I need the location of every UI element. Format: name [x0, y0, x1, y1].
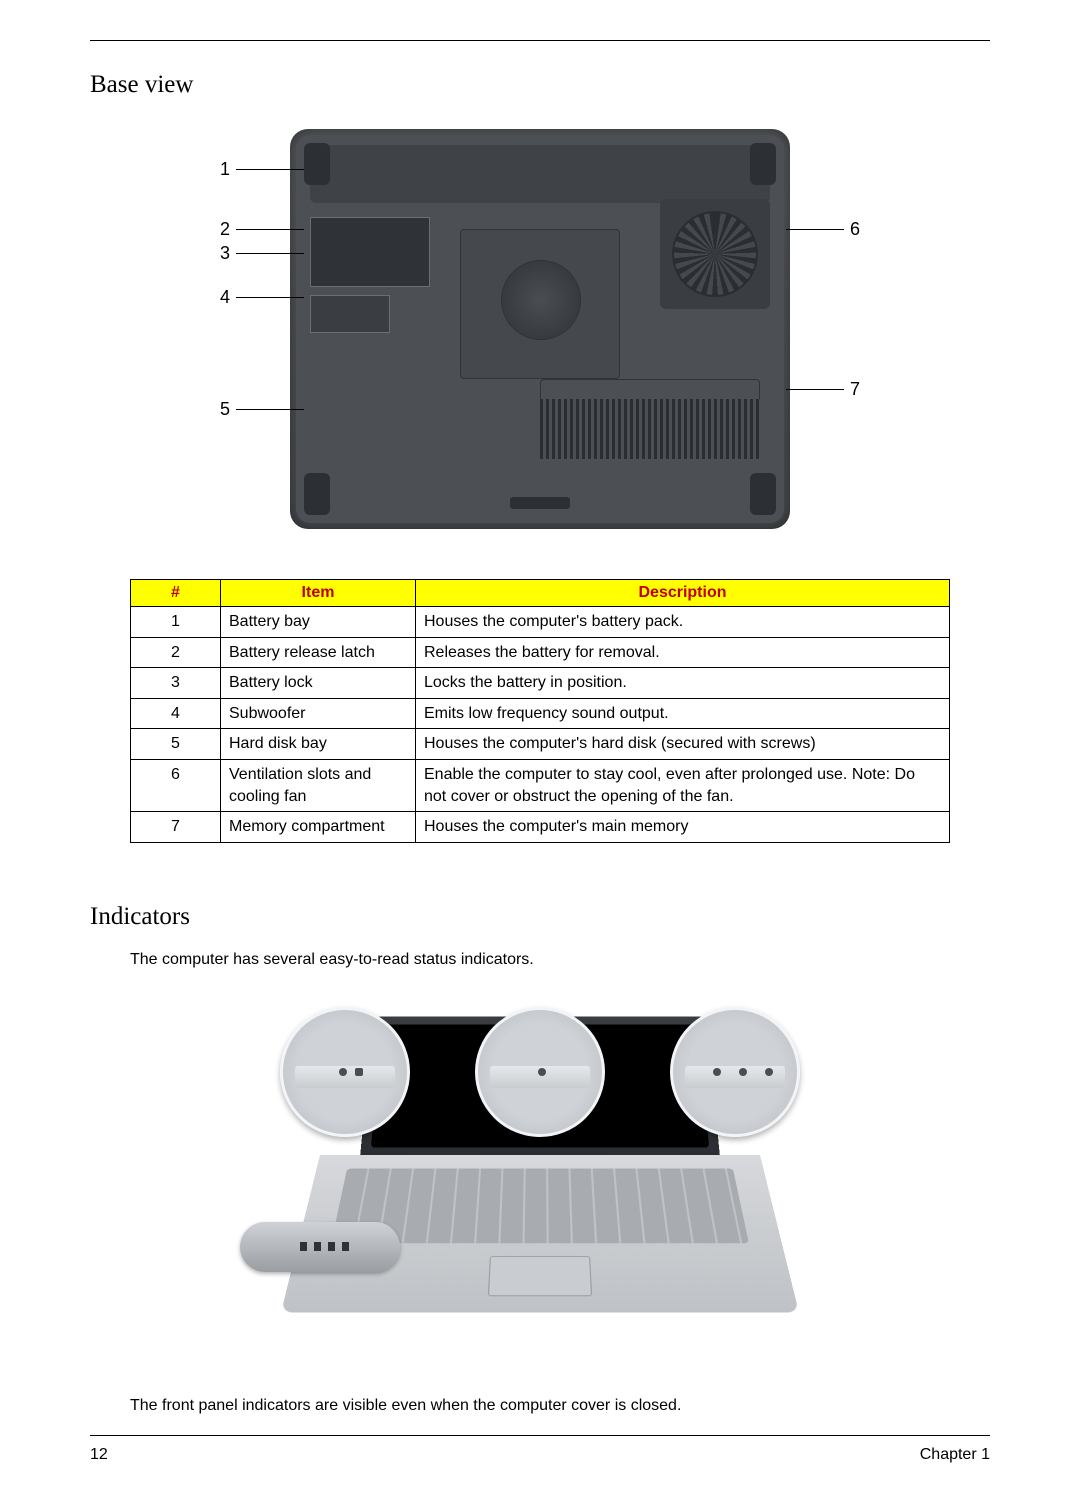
base-view-table: # Item Description 1Battery bayHouses th… — [130, 579, 950, 843]
callout-5: 5 — [220, 399, 304, 420]
page-number: 12 — [90, 1446, 108, 1464]
indicators-figure — [90, 987, 990, 1367]
callout-4: 4 — [220, 287, 304, 308]
callout-6: 6 — [786, 219, 860, 240]
col-item: Item — [221, 580, 416, 607]
table-row: 4SubwooferEmits low frequency sound outp… — [131, 698, 950, 729]
table-row: 7Memory compartmentHouses the computer's… — [131, 812, 950, 843]
chapter-label: Chapter 1 — [920, 1446, 990, 1464]
front-panel-strip — [240, 1222, 400, 1272]
heading-base-view: Base view — [90, 71, 990, 99]
callout-3: 3 — [220, 243, 304, 264]
col-number: # — [131, 580, 221, 607]
table-row: 2Battery release latchReleases the batte… — [131, 637, 950, 668]
base-view-figure: 1 2 3 4 5 6 7 — [90, 119, 990, 549]
zoom-circle-center — [475, 1007, 605, 1137]
zoom-circle-left — [280, 1007, 410, 1137]
table-row: 1Battery bayHouses the computer's batter… — [131, 607, 950, 638]
indicators-footnote: The front panel indicators are visible e… — [130, 1397, 990, 1415]
callout-7: 7 — [786, 379, 860, 400]
table-row: 3Battery lockLocks the battery in positi… — [131, 668, 950, 699]
laptop-base-illustration — [290, 129, 790, 529]
heading-indicators: Indicators — [90, 903, 990, 931]
col-description: Description — [416, 580, 950, 607]
table-row: 6Ventilation slots and cooling fanEnable… — [131, 759, 950, 811]
callout-2: 2 — [220, 219, 304, 240]
callout-1: 1 — [220, 159, 304, 180]
zoom-circle-right — [670, 1007, 800, 1137]
table-row: 5Hard disk bayHouses the computer's hard… — [131, 729, 950, 760]
indicators-intro: The computer has several easy-to-read st… — [130, 951, 990, 969]
